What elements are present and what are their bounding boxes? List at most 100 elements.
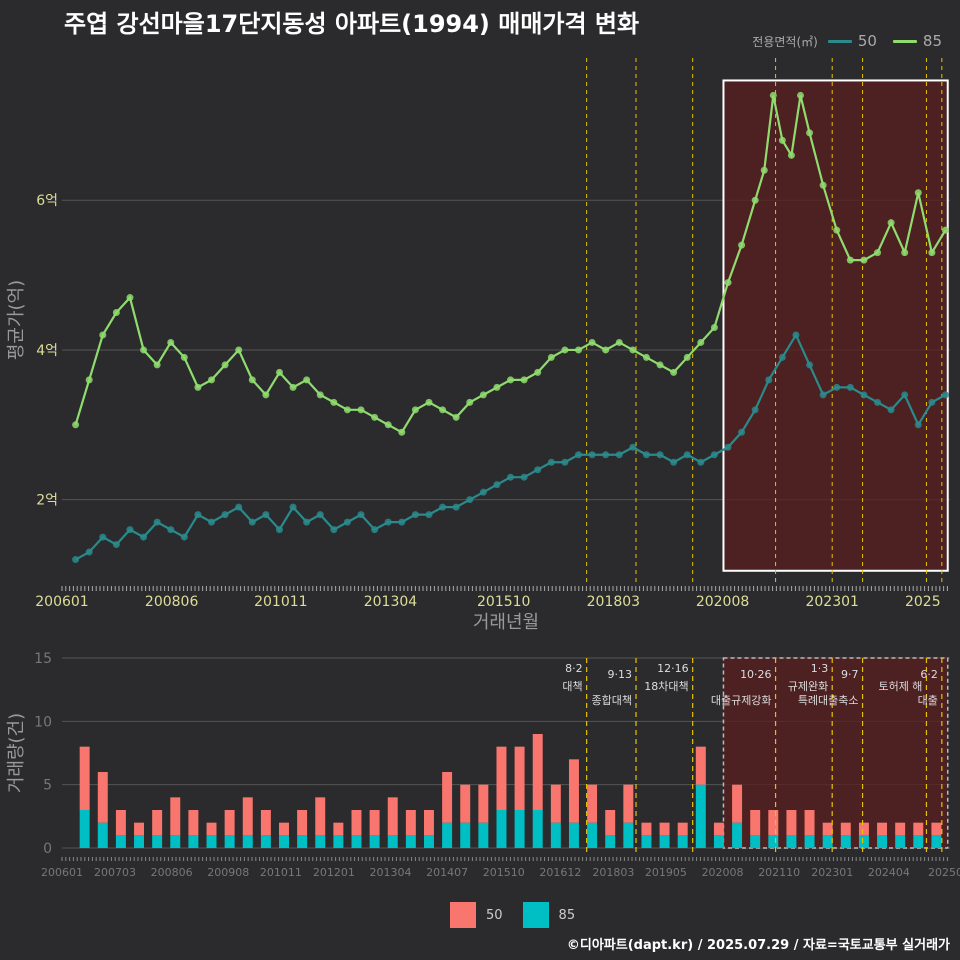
bar-segment-50: [442, 772, 453, 823]
bar-segment-85: [677, 835, 688, 848]
bar-segment-85: [297, 835, 308, 848]
bar-segment-50: [550, 784, 561, 823]
data-point-85: [72, 421, 80, 429]
x-tick-label: 200806: [151, 866, 193, 879]
data-point-85: [439, 406, 447, 414]
bar-segment-50: [623, 784, 634, 823]
bar-segment-85: [405, 835, 416, 848]
data-point-50: [85, 548, 93, 556]
bar-segment-85: [170, 835, 181, 848]
data-point-85: [466, 398, 474, 406]
legend-swatch-50: [827, 39, 852, 43]
x-tick-label: 201407: [426, 866, 468, 879]
data-point-85: [670, 368, 678, 376]
bar-segment-50: [134, 822, 145, 836]
data-point-50: [778, 353, 786, 361]
bar-segment-50: [315, 797, 326, 836]
highlight-region: [722, 657, 949, 849]
data-point-50: [629, 443, 637, 451]
data-point-85: [303, 376, 311, 384]
data-point-50: [534, 466, 542, 474]
data-point-85: [140, 346, 148, 354]
bar-segment-85: [822, 835, 833, 848]
x-tick-label: 202404: [868, 866, 910, 879]
y-axis-title: 평균가(억): [6, 280, 27, 360]
data-point-50: [874, 398, 882, 406]
data-point-50: [670, 458, 678, 466]
data-point-50: [303, 518, 311, 526]
x-tick-label: 202008: [696, 594, 749, 610]
y-tick-label: 10: [34, 714, 52, 730]
x-axis-title: 거래년월: [473, 612, 539, 633]
bar-segment-85: [152, 835, 163, 848]
bar-segment-50: [242, 797, 253, 836]
data-point-85: [697, 338, 705, 346]
x-tick-label: 20250: [928, 866, 960, 879]
bar-segment-50: [877, 822, 888, 836]
bar-segment-85: [858, 835, 869, 848]
x-tick-label: 202301: [805, 594, 858, 610]
bar-segment-50: [840, 822, 851, 836]
data-point-85: [289, 383, 297, 391]
data-point-50: [466, 496, 474, 504]
data-point-85: [343, 406, 351, 414]
data-point-50: [262, 511, 270, 519]
policy-label: 18차대책: [644, 680, 688, 693]
y-tick-label: 5: [43, 778, 52, 794]
data-point-85: [941, 226, 949, 234]
data-point-50: [330, 526, 338, 534]
data-point-50: [221, 511, 229, 519]
bar-segment-50: [333, 822, 344, 836]
policy-date: 1·3: [811, 662, 829, 675]
bar-segment-50: [478, 784, 489, 823]
x-tick-label: 201011: [260, 866, 302, 879]
data-point-50: [398, 518, 406, 526]
policy-date: 9·7: [841, 668, 859, 681]
data-point-50: [724, 443, 732, 451]
data-point-50: [602, 451, 610, 459]
data-point-50: [642, 451, 650, 459]
x-tick-label: 202008: [702, 866, 744, 879]
data-point-85: [398, 428, 406, 436]
data-point-50: [357, 511, 365, 519]
data-point-50: [439, 503, 447, 511]
bar-segment-50: [568, 759, 579, 823]
data-point-50: [819, 391, 827, 399]
data-point-50: [343, 518, 351, 526]
y-tick-label: 4억: [36, 343, 58, 359]
data-point-85: [787, 151, 795, 159]
data-point-85: [221, 361, 229, 369]
data-point-85: [208, 376, 216, 384]
bar-segment-85: [568, 822, 579, 848]
data-point-50: [846, 383, 854, 391]
data-point-50: [683, 451, 691, 459]
data-point-50: [656, 451, 664, 459]
bar-segment-50: [206, 822, 217, 836]
x-tick-label: 201510: [483, 866, 525, 879]
bar-segment-50: [913, 822, 924, 836]
data-point-85: [411, 406, 419, 414]
bar-segment-85: [804, 835, 815, 848]
data-point-50: [194, 511, 202, 519]
data-point-85: [153, 361, 161, 369]
x-tick-label: 200601: [41, 866, 83, 879]
bar-segment-85: [387, 835, 398, 848]
data-point-85: [99, 331, 107, 339]
data-point-85: [806, 129, 814, 137]
bar-segment-85: [587, 822, 598, 848]
bar-segment-50: [858, 822, 869, 836]
data-point-85: [901, 249, 909, 257]
bar-segment-50: [279, 822, 289, 836]
bar-segment-50: [423, 810, 434, 836]
data-point-50: [153, 518, 161, 526]
bar-segment-85: [224, 835, 235, 848]
x-tick-label: 201304: [364, 594, 418, 610]
data-point-85: [724, 279, 732, 287]
data-point-50: [738, 428, 746, 436]
bar-segment-85: [134, 835, 145, 848]
data-point-50: [547, 458, 555, 466]
bar-segment-85: [840, 835, 851, 848]
data-point-50: [520, 473, 528, 481]
bar-segment-50: [224, 810, 235, 836]
